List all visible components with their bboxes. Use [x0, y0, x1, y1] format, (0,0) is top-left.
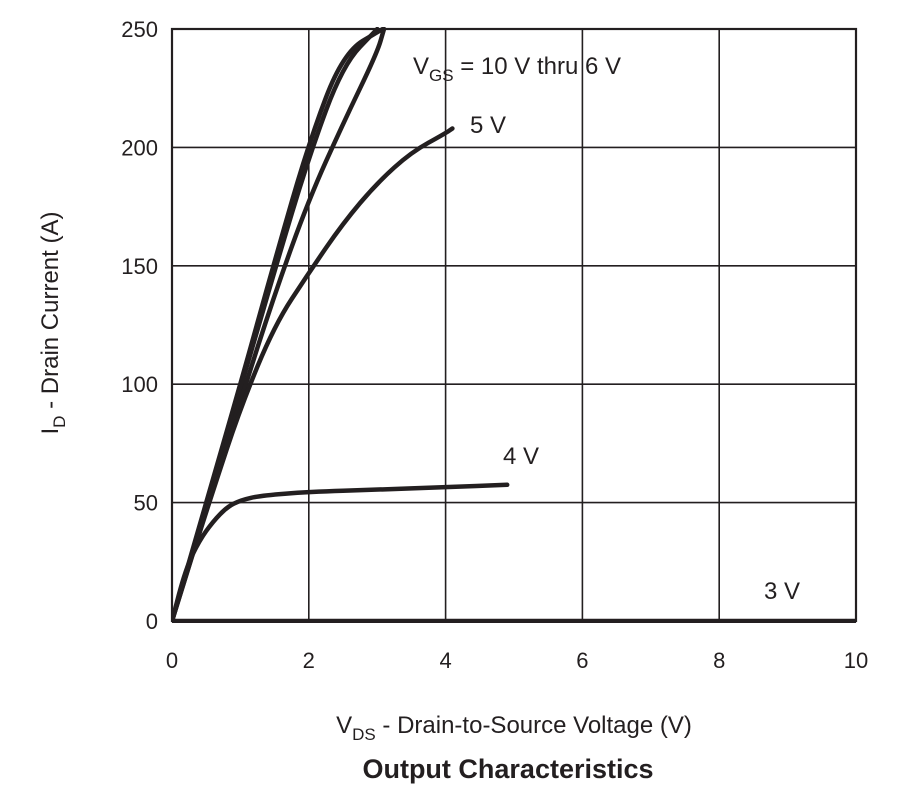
y-tick-label: 200 [121, 135, 158, 160]
annotation-3v: 3 V [764, 578, 800, 605]
y-axis-label: ID - Drain Current (A) [37, 212, 69, 435]
x-tick-label: 10 [844, 648, 868, 673]
chart-title: Output Characteristics [362, 754, 653, 784]
x-tick-label: 6 [576, 648, 588, 673]
y-tick-label: 0 [146, 609, 158, 634]
x-tick-label: 8 [713, 648, 725, 673]
series-curve-3 [172, 126, 455, 623]
x-tick-label: 4 [439, 648, 451, 673]
y-tick-label: 150 [121, 254, 158, 279]
y-tick-label: 50 [134, 491, 158, 516]
plot-frame [170, 27, 858, 623]
x-tick-label: 2 [303, 648, 315, 673]
annotation-5v: 5 V [470, 112, 506, 139]
curves [172, 27, 856, 623]
series-curve-4 [172, 482, 510, 623]
x-axis-label: VDS - Drain-to-Source Voltage (V) [336, 712, 692, 744]
y-tick-label: 100 [121, 372, 158, 397]
annotation-vgs-range: VGS = 10 V thru 6 V [413, 53, 621, 85]
x-tick-label: 0 [166, 648, 178, 673]
y-tick-label: 250 [121, 17, 158, 42]
annotation-4v: 4 V [503, 443, 539, 470]
